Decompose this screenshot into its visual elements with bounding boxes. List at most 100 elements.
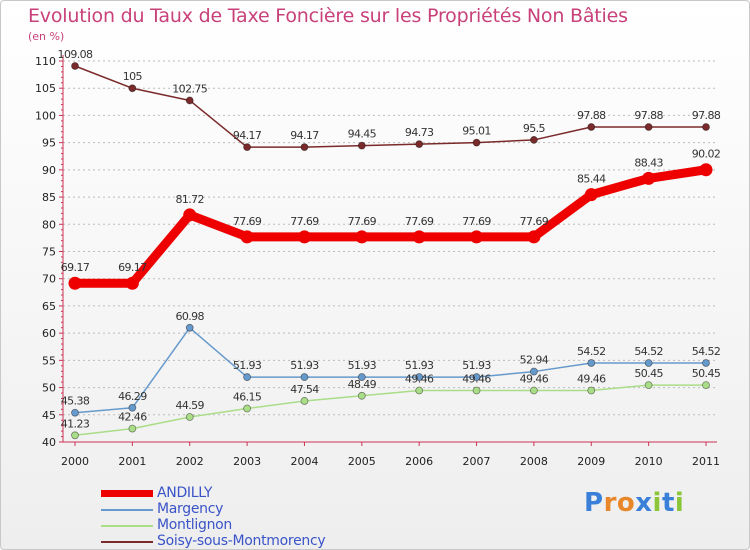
y-tick-label: 45 [42,409,56,422]
data-label-andilly: 69.17 [118,261,147,274]
data-point-soisy-sous-montmorency [587,123,596,131]
y-tick-label: 70 [42,273,56,286]
data-label-margency: 60.98 [175,310,204,323]
data-point-margency [644,359,653,367]
legend-label-margency: Margency [157,501,224,517]
logo-letter: t [661,488,675,518]
data-point-soisy-sous-montmorency [128,84,137,93]
chart-title: Evolution du Taux de Taxe Foncière sur l… [28,5,628,27]
data-label-margency: 45.38 [61,395,90,408]
data-label-margency: 54.52 [577,345,606,358]
x-tick-label: 2005 [348,455,376,468]
y-tick-label: 55 [42,354,56,367]
y-tick-label: 95 [42,137,56,150]
data-label-margency: 54.52 [692,345,721,358]
data-label-soisy-sous-montmorency: 97.88 [692,109,721,122]
y-tick-label: 85 [42,191,56,204]
series-line-margency [74,327,707,414]
data-label-andilly: 77.69 [233,215,262,228]
data-label-margency: 51.93 [462,359,491,372]
data-point-andilly [470,230,484,244]
legend-swatch-andilly [101,490,153,497]
y-tick-label: 110 [35,55,56,68]
x-tick-label: 2003 [233,455,261,468]
data-point-montlignon [71,431,79,440]
data-point-soisy-sous-montmorency [300,143,309,152]
data-point-andilly [240,230,254,244]
data-point-andilly [642,171,656,185]
legend-label-montlignon: Montlignon [157,517,232,533]
y-tick-label: 40 [42,436,56,449]
data-label-margency: 51.93 [233,359,262,372]
legend-label-andilly: ANDILLY [157,485,213,501]
data-point-montlignon [530,386,538,395]
data-label-margency: 52.94 [520,354,549,367]
data-point-soisy-sous-montmorency [415,140,424,149]
legend-swatch-montlignon [101,525,153,527]
data-point-margency [472,373,481,381]
data-label-andilly: 90.02 [692,148,721,161]
data-point-margency [300,373,309,381]
data-point-margency [357,373,366,381]
data-label-margency: 51.93 [290,359,319,372]
x-tick-label: 2001 [118,455,146,468]
data-point-soisy-sous-montmorency [185,96,194,105]
data-point-andilly [68,276,82,290]
x-tick-label: 2006 [405,455,433,468]
data-label-soisy-sous-montmorency: 102.75 [172,82,207,95]
data-point-montlignon [243,404,251,413]
y-tick-label: 60 [42,327,56,340]
x-tick-label: 2002 [176,455,204,468]
logo-letter: x [635,488,653,518]
logo-letter: o [616,488,636,518]
data-label-montlignon: 44.59 [175,399,204,412]
data-point-margency [415,373,424,381]
data-point-andilly [297,230,311,244]
data-label-montlignon: 50.45 [634,367,663,380]
data-label-montlignon: 49.46 [577,373,606,386]
data-point-montlignon [587,386,596,395]
data-point-montlignon [644,381,653,390]
data-point-andilly [125,276,139,290]
data-point-margency [530,367,538,376]
data-point-margency [702,359,710,367]
data-label-andilly: 77.69 [405,215,434,228]
data-point-margency [128,403,137,412]
data-label-andilly: 81.72 [175,193,204,206]
y-tick-label: 105 [35,82,56,95]
y-tick-label: 100 [35,109,56,122]
y-tick-label: 90 [42,164,56,177]
x-tick-label: 2009 [577,455,605,468]
data-point-andilly [412,230,426,244]
data-point-soisy-sous-montmorency [71,62,79,70]
data-label-soisy-sous-montmorency: 97.88 [634,109,663,122]
data-point-andilly [699,163,713,177]
data-point-margency [185,323,194,332]
data-label-andilly: 77.69 [348,215,377,228]
x-tick-label: 2010 [635,455,663,468]
data-label-andilly: 77.69 [520,215,549,228]
x-tick-label: 2004 [290,455,318,468]
series-line-soisy-sous-montmorency [74,65,707,148]
data-point-margency [243,373,251,381]
data-label-margency: 51.93 [405,359,434,372]
data-label-soisy-sous-montmorency: 94.17 [290,129,319,142]
data-label-montlignon: 49.46 [520,373,549,386]
y-axis-unit: (en %) [28,30,65,43]
data-point-soisy-sous-montmorency [702,123,710,131]
logo-letter: i [652,488,662,518]
data-label-montlignon: 49.46 [405,373,434,386]
data-point-montlignon [415,386,424,395]
data-label-margency: 51.93 [348,359,377,372]
axes: 40 45 50 55 60 65 70 75 80 85 90 95 100 105 110 2000 200… [35,55,720,468]
series-lines [68,62,713,440]
data-label-andilly: 88.43 [634,156,663,169]
data-point-andilly [584,188,598,202]
data-label-soisy-sous-montmorency: 94.17 [233,129,262,142]
data-point-andilly [355,230,369,244]
logo-letter: P [584,488,604,518]
data-point-montlignon [702,381,710,390]
data-label-soisy-sous-montmorency: 95.01 [462,125,491,138]
data-label-montlignon: 46.15 [233,391,262,404]
